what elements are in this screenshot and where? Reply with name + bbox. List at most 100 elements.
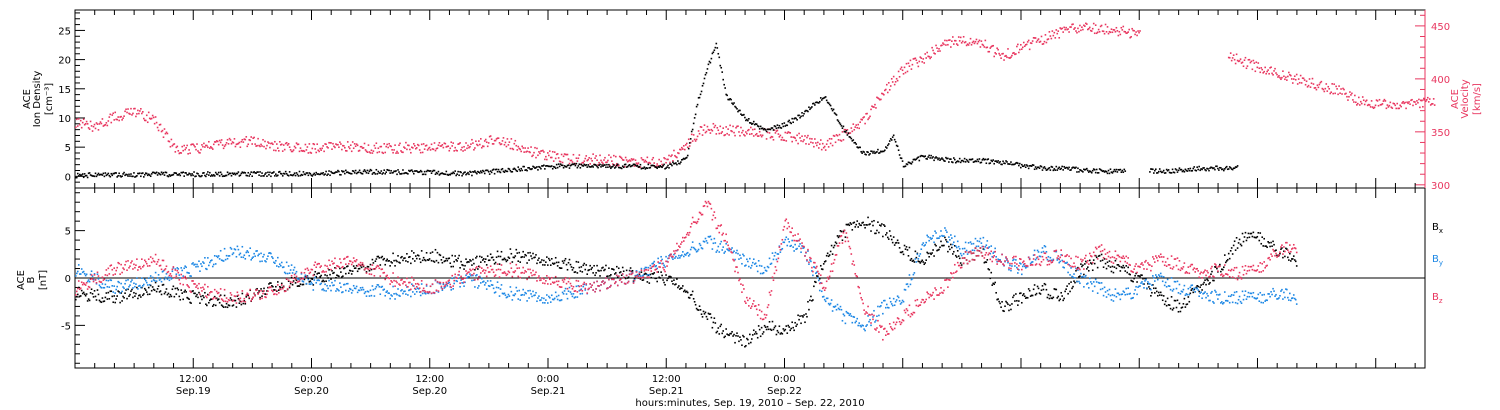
data-point-bx <box>1207 279 1209 282</box>
data-point-bx <box>752 329 755 332</box>
data-point-velocity <box>104 123 107 126</box>
data-point-bx <box>207 293 209 296</box>
data-point-by <box>490 284 493 286</box>
data-point-velocity <box>798 132 800 135</box>
data-point-velocity <box>979 46 982 48</box>
data-point-velocity <box>1246 65 1249 67</box>
data-point-by <box>484 282 487 284</box>
data-point-bx <box>1223 254 1226 256</box>
series-bx <box>75 216 1298 348</box>
data-point-density <box>1049 169 1052 171</box>
data-point-bx <box>678 285 680 287</box>
data-point-density <box>1155 172 1158 174</box>
data-point-velocity <box>1406 101 1408 104</box>
data-point-bx <box>551 262 554 265</box>
data-point-velocity <box>412 143 415 145</box>
data-point-velocity <box>1346 95 1348 98</box>
data-point-bx <box>649 273 652 276</box>
data-point-density <box>963 157 966 160</box>
data-point-by <box>647 266 650 269</box>
data-point-by <box>813 266 815 268</box>
data-point-density <box>712 51 715 54</box>
data-point-bx <box>292 280 295 282</box>
data-point-bx <box>314 270 317 273</box>
data-point-velocity <box>951 40 953 42</box>
data-point-velocity <box>508 141 511 143</box>
data-point-bx <box>530 255 532 257</box>
data-point-density <box>263 175 265 177</box>
data-point-density <box>290 174 293 176</box>
data-point-density <box>772 129 775 131</box>
data-point-density <box>1201 168 1203 171</box>
data-point-by <box>833 306 836 308</box>
data-point-bx <box>496 250 499 253</box>
data-point-velocity <box>799 137 801 139</box>
data-point-velocity <box>1043 40 1046 43</box>
data-point-density <box>502 170 505 173</box>
data-point-density <box>590 166 592 168</box>
data-point-by <box>200 263 202 265</box>
data-point-bx <box>116 295 118 297</box>
data-point-bx <box>1148 286 1150 288</box>
data-point-velocity <box>994 52 996 54</box>
data-point-velocity <box>1380 103 1383 106</box>
data-point-by <box>460 279 462 281</box>
data-point-velocity <box>274 140 276 143</box>
data-point-velocity <box>977 40 980 43</box>
data-point-velocity <box>732 125 734 128</box>
data-point-by <box>175 273 178 276</box>
data-point-velocity <box>1119 33 1122 36</box>
data-point-by <box>250 258 253 261</box>
data-point-by <box>724 250 726 253</box>
data-point-density <box>639 163 642 166</box>
data-point-velocity <box>138 112 140 115</box>
data-point-density <box>1191 169 1194 172</box>
data-point-velocity <box>295 142 298 144</box>
data-point-density <box>1044 167 1047 170</box>
data-point-bx <box>1067 292 1069 295</box>
data-point-bx <box>81 292 84 295</box>
data-point-density <box>1195 169 1198 172</box>
data-point-density <box>430 172 433 175</box>
data-point-density <box>123 171 125 174</box>
data-point-velocity <box>968 42 971 44</box>
data-point-by <box>675 255 677 258</box>
data-point-density <box>879 151 881 154</box>
data-point-by <box>415 290 418 293</box>
data-point-by <box>738 258 740 260</box>
data-point-velocity <box>918 60 921 63</box>
data-point-bx <box>208 301 210 304</box>
data-point-by <box>534 294 536 296</box>
data-point-density <box>184 172 186 174</box>
data-point-by <box>222 260 225 262</box>
data-point-by <box>547 302 549 304</box>
data-point-velocity <box>1240 62 1243 64</box>
data-point-bx <box>593 264 595 267</box>
data-point-velocity <box>1279 76 1281 79</box>
data-point-by <box>243 254 246 257</box>
data-point-velocity <box>731 130 733 133</box>
data-point-velocity <box>81 121 84 124</box>
data-point-velocity <box>131 114 133 116</box>
data-point-velocity <box>1370 100 1373 102</box>
data-point-velocity <box>502 137 505 139</box>
data-point-by <box>298 279 301 281</box>
data-point-density <box>927 156 929 158</box>
data-point-density <box>1177 169 1180 172</box>
data-point-bx <box>734 341 736 344</box>
data-point-velocity <box>1283 75 1285 78</box>
data-point-velocity <box>864 122 866 125</box>
data-point-density <box>331 171 333 174</box>
data-point-velocity <box>589 163 591 165</box>
data-point-density <box>411 169 413 171</box>
data-point-velocity <box>218 139 221 142</box>
data-point-density <box>821 97 824 100</box>
data-point-density <box>921 155 924 157</box>
data-point-by <box>533 294 535 297</box>
data-point-by <box>135 283 137 285</box>
data-point-by <box>130 280 132 283</box>
data-point-by <box>774 251 777 254</box>
top-right-tick-label: 300 <box>1431 181 1450 192</box>
data-point-bx <box>1139 275 1141 278</box>
data-point-velocity <box>935 44 937 47</box>
